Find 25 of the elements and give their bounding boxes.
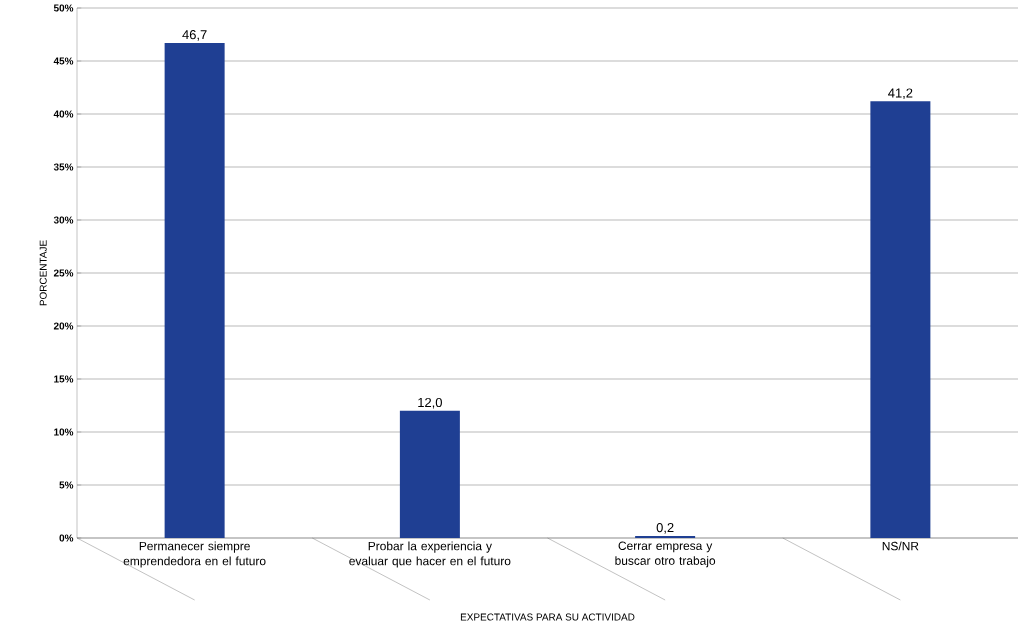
bar — [164, 42, 225, 538]
bar — [870, 101, 931, 538]
y-tick-label: 30% — [53, 216, 74, 224]
y-tick-label: 45% — [53, 57, 74, 65]
x-tick-label: Cerrar empresa y buscar otro trabajo — [615, 541, 716, 568]
y-tick-label: 35% — [53, 163, 74, 171]
data-label: 0,2 — [656, 522, 674, 534]
y-tick-label: 10% — [54, 428, 74, 436]
data-label: 41,2 — [888, 88, 913, 100]
bar — [635, 535, 696, 538]
x-axis-title: EXPECTATIVAS PARA SU ACTIVIDAD — [460, 613, 635, 621]
data-label: 46,7 — [182, 30, 207, 41]
x-tick-label: Probar la experiencia y evaluar que hacer en el futuro — [349, 541, 511, 568]
y-tick-label: 0% — [59, 534, 74, 542]
y-axis-title: PORCENTAJE — [39, 240, 47, 306]
bar — [399, 410, 460, 538]
data-label: 12,0 — [418, 397, 442, 409]
y-tick-label: 5% — [59, 481, 74, 489]
y-tick-label: 50% — [53, 4, 74, 12]
x-tick-label: Permanecer siempre emprendedora en el futuro — [123, 541, 266, 568]
y-tick-label: 40% — [53, 110, 74, 118]
x-tick-label: NS/NR — [882, 541, 919, 551]
y-tick-label: 20% — [53, 322, 74, 330]
y-tick-label: 15% — [54, 375, 74, 383]
y-tick-label: 25% — [53, 269, 74, 277]
